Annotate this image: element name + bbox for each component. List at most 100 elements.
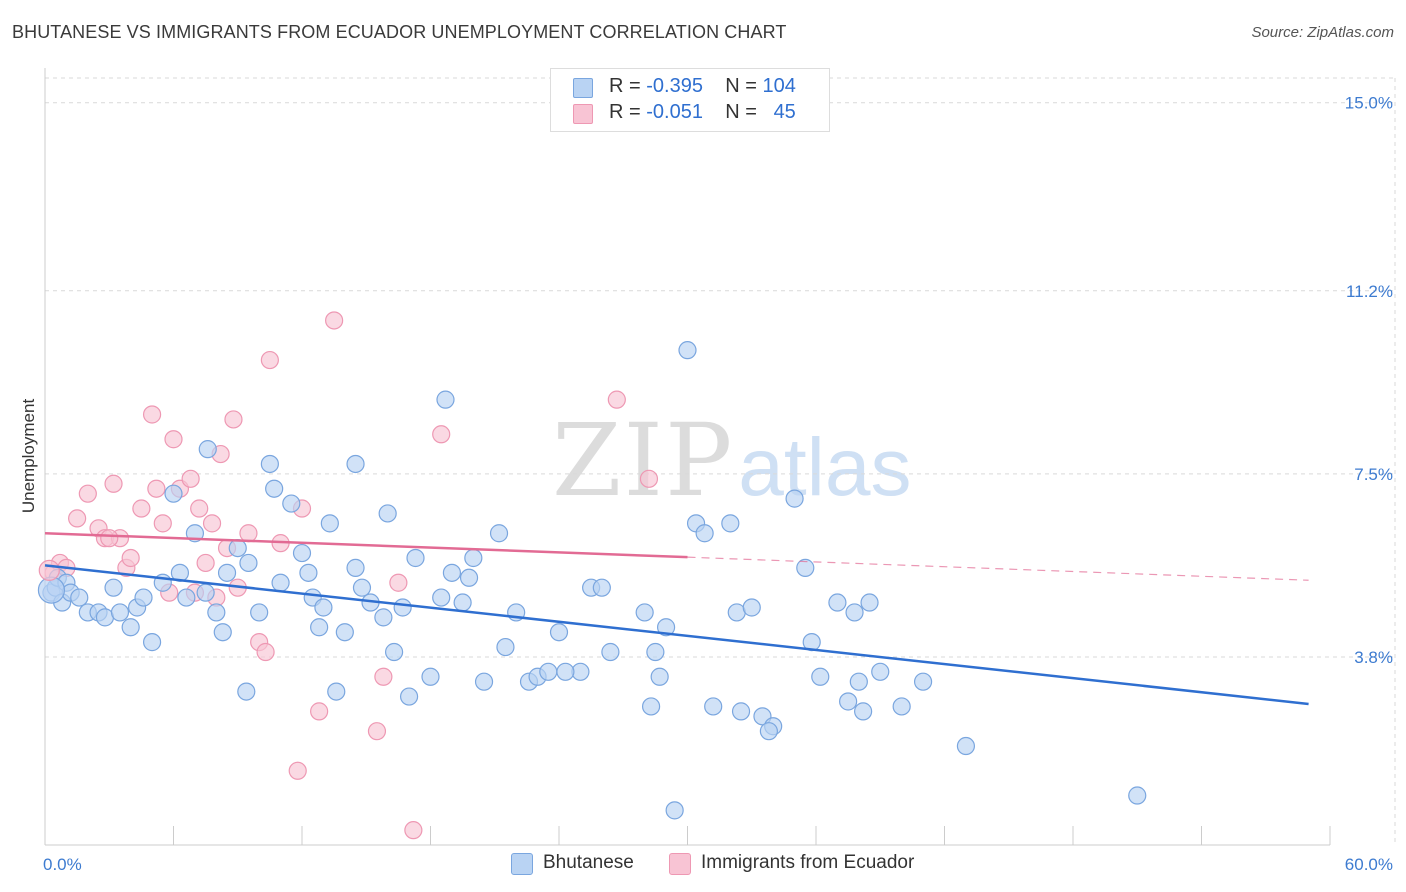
bhutanese-point <box>742 598 761 617</box>
bhutanese-point <box>346 558 365 577</box>
bhutanese-point <box>432 588 451 607</box>
ecuador-point <box>404 821 423 840</box>
bhutanese-point <box>721 514 740 533</box>
legend-r-label: R = <box>609 75 641 97</box>
y-tick-label: 3.8% <box>1354 648 1393 667</box>
ecuador-point <box>224 410 243 429</box>
ecuador-point <box>389 573 408 592</box>
source-credit: Source: ZipAtlas.com <box>1251 24 1394 41</box>
bhutanese-point <box>250 603 269 622</box>
ecuador-cluster-point <box>38 559 60 581</box>
x-tick-label-min: 0.0% <box>43 855 82 874</box>
legend-n-label: N = <box>725 101 757 123</box>
bhutanese-point <box>785 489 804 508</box>
ecuador-point <box>325 311 344 330</box>
series-swatch-ecuador <box>669 853 691 875</box>
bhutanese-point <box>399 687 419 706</box>
bhutanese-point <box>436 390 455 409</box>
ecuador-point <box>164 430 183 449</box>
ecuador-point <box>256 642 275 662</box>
bhutanese-point <box>913 672 933 691</box>
bhutanese-point <box>299 563 318 582</box>
bhutanese-point <box>956 736 976 756</box>
ecuador-point <box>367 722 387 741</box>
bhutanese-point <box>592 578 611 597</box>
bhutanese-point <box>260 454 279 474</box>
x-tick-label-max: 60.0% <box>1345 855 1393 874</box>
bhutanese-point <box>121 618 140 637</box>
bhutanese-point <box>845 603 864 622</box>
bhutanese-point <box>704 697 723 716</box>
axes <box>44 68 1331 846</box>
bhutanese-point <box>70 588 89 607</box>
bhutanese-point <box>811 667 830 686</box>
bhutanese-point <box>237 682 256 701</box>
ecuador-point <box>153 514 172 533</box>
bhutanese-point <box>796 558 815 577</box>
legend-r-label: R = <box>609 101 641 123</box>
ecuador-point <box>432 425 451 444</box>
axis-labels: 3.8% 7.5% 11.2% 15.0% 0.0% 60.0% Unemployment <box>19 94 1393 874</box>
bhutanese-point <box>346 454 365 474</box>
bhutanese-point <box>393 598 412 617</box>
bhutanese-point <box>759 722 778 741</box>
series-label-bhutanese: Bhutanese <box>543 852 634 873</box>
y-tick-label: 7.5% <box>1354 465 1393 484</box>
ecuador-point <box>100 529 119 548</box>
bhutanese-point <box>164 484 183 503</box>
bhutanese-point <box>352 578 372 597</box>
bhutanese-point <box>839 692 858 711</box>
y-tick-label: 11.2% <box>1346 282 1393 301</box>
chart-title: BHUTANESE VS IMMIGRANTS FROM ECUADOR UNE… <box>12 22 787 42</box>
bhutanese-point <box>453 593 472 612</box>
bhutanese-point <box>421 667 440 686</box>
ecuador-point <box>639 469 659 488</box>
ecuador-point <box>260 350 279 370</box>
bhutanese-point <box>459 568 479 587</box>
bhutanese-point <box>1128 786 1147 805</box>
ecuador-point <box>121 548 140 568</box>
bhutanese-point <box>489 524 509 543</box>
bhutanese-point <box>464 548 483 568</box>
bhutanese-point <box>207 603 226 622</box>
bhutanese-point <box>320 514 339 533</box>
bhutanese-point <box>228 538 247 558</box>
bhutanese-point <box>196 583 215 602</box>
legend-r-value: -0.395 <box>646 75 703 97</box>
bhutanese-point <box>601 642 620 662</box>
ecuador-point <box>78 484 97 503</box>
ecuador-point <box>181 469 200 488</box>
bhutanese-point <box>213 623 232 642</box>
bhutanese-point <box>828 593 847 612</box>
ecuador-trend-line <box>44 532 688 559</box>
correlation-legend: R = -0.395 N = 104 R = -0.051 N = 45 <box>550 68 830 132</box>
legend-swatch-bhutanese <box>573 78 593 98</box>
bhutanese-point <box>474 672 494 691</box>
bhutanese-point <box>650 667 669 686</box>
bhutanese-point <box>314 598 333 617</box>
legend-r-value: -0.051 <box>646 101 703 123</box>
bhutanese-point <box>442 563 462 582</box>
bhutanese-point <box>731 702 751 721</box>
ecuador-point <box>190 499 209 518</box>
bhutanese-point <box>646 642 665 662</box>
bhutanese-cluster-point <box>37 576 66 604</box>
bhutanese-point <box>110 603 130 622</box>
legend-n-value: 104 <box>762 75 796 97</box>
ecuador-point <box>310 702 329 721</box>
ecuador-trend-extension <box>687 556 1309 581</box>
bhutanese-point <box>678 341 697 360</box>
ecuador-point <box>68 509 87 528</box>
bhutanese-point <box>239 553 258 573</box>
bhutanese-point <box>406 548 425 568</box>
bhutanese-point <box>849 672 868 691</box>
ecuador-point <box>607 390 626 409</box>
series-label-ecuador: Immigrants from Ecuador <box>701 852 915 873</box>
bhutanese-point <box>656 618 676 637</box>
ecuador-point <box>104 474 123 493</box>
data-points <box>37 311 1147 840</box>
bhutanese-point <box>335 623 354 642</box>
ecuador-point <box>132 499 151 518</box>
bhutanese-point <box>265 479 284 498</box>
